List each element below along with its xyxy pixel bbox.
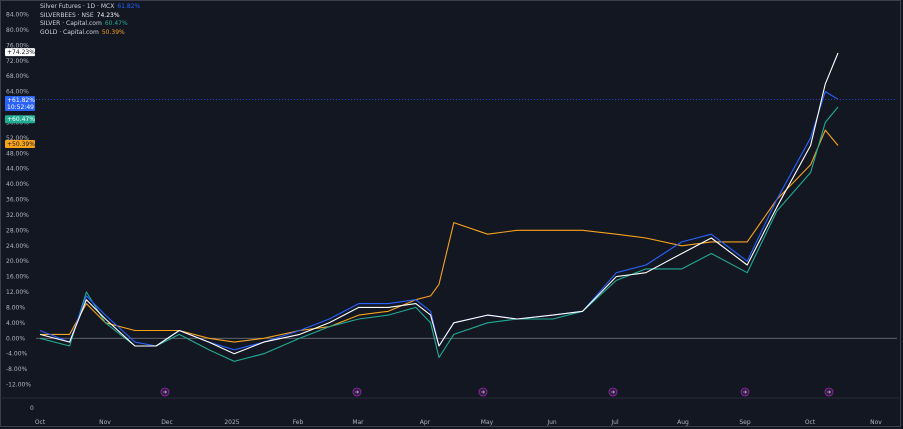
- series-line[interactable]: [40, 129, 839, 343]
- event-marker-arrow: [481, 390, 485, 394]
- series-line[interactable]: [39, 52, 839, 355]
- legend-series-name: Silver Futures · 1D · MCX: [40, 3, 115, 10]
- legend-series-value: 50.39%: [101, 28, 125, 36]
- price-tag-gold: [5, 140, 35, 149]
- y-tick-label: 8.00%: [6, 304, 25, 311]
- event-marker-arrow: [827, 390, 831, 394]
- legend-series-name: SILVER · Capital.com: [40, 20, 102, 27]
- price-tag-label: +61.82%: [7, 97, 35, 104]
- y-tick-label: -8.00%: [6, 366, 28, 373]
- y-tick-label: 4.00%: [6, 320, 25, 327]
- x-tick-label: Feb: [293, 419, 304, 426]
- y-tick-label: 28.00%: [6, 227, 29, 234]
- price-tags: +74.23% +61.82%10:52:49 +60.47% +50.39%: [5, 48, 35, 149]
- y-tick-label: 64.00%: [6, 89, 29, 96]
- x-tick-label: Sep: [739, 419, 751, 426]
- x-tick-label: Oct: [805, 419, 816, 426]
- y-tick-label: 36.00%: [6, 197, 29, 204]
- y-tick-label: 44.00%: [6, 166, 29, 173]
- series-line[interactable]: [39, 106, 839, 362]
- legend-item-gold-capital[interactable]: GOLD · Capital.com 50.39%: [40, 29, 140, 38]
- x-tick-label: Dec: [161, 419, 173, 426]
- y-tick-label: 0.00%: [6, 335, 25, 342]
- price-tag-silver_cap: [5, 115, 35, 124]
- x-tick-label: Jul: [610, 419, 619, 426]
- event-marker-arrow: [743, 390, 747, 394]
- y-tick-label: 40.00%: [6, 181, 29, 188]
- x-tick-label: Jun: [546, 419, 557, 426]
- event-marker-arrow: [355, 390, 359, 394]
- y-tick-label: 32.00%: [6, 212, 29, 219]
- y-tick-label: 72.00%: [6, 58, 29, 65]
- x-tick-label: Apr: [420, 419, 431, 426]
- y-tick-label: 48.00%: [6, 150, 29, 157]
- y-tick-label: -4.00%: [6, 351, 28, 358]
- x-tick-label: Nov: [99, 419, 111, 426]
- price-tag-mcx: [5, 95, 35, 111]
- event-marker-arrow: [163, 390, 167, 394]
- x-tick-label: 2025: [224, 419, 239, 426]
- y-tick-label: 20.00%: [6, 258, 29, 265]
- x-tick-label: May: [481, 419, 494, 426]
- legend-item-silverbees[interactable]: SILVERBEES · NSE 74.23%: [40, 12, 140, 21]
- legend-item-mcx[interactable]: Silver Futures · 1D · MCX 61.82%: [40, 3, 140, 12]
- x-tick-label: Nov: [870, 419, 882, 426]
- legend-series-value: 61.82%: [117, 3, 141, 10]
- x-axis[interactable]: Oct Nov Dec 2025 Feb Mar Apr May Jun Jul Aug Sep Oct…: [35, 419, 882, 426]
- legend-series-value: 60.47%: [104, 20, 128, 27]
- y-tick-label: 52.00%: [6, 135, 29, 142]
- y-tick-label: 84.00%: [6, 12, 29, 19]
- price-tag-silverbees: [5, 48, 35, 57]
- left-axis-zero-label: 0: [30, 405, 34, 412]
- y-tick-label: 24.00%: [6, 243, 29, 250]
- event-marker-arrow: [611, 390, 615, 394]
- y-tick-label: 12.00%: [6, 289, 29, 296]
- price-tag-countdown: 10:52:49: [7, 104, 34, 111]
- event-markers: [160, 387, 834, 397]
- legend-series-name: GOLD · Capital.com: [40, 28, 99, 36]
- legend-item-silver-capital[interactable]: SILVER · Capital.com 60.47%: [40, 20, 140, 29]
- y-tick-label: 16.00%: [6, 274, 29, 281]
- series-layer: [39, 52, 839, 362]
- legend-series-value: 74.23%: [96, 11, 120, 19]
- y-tick-label: -12.00%: [6, 382, 31, 389]
- price-tag-label: +74.23%: [7, 49, 35, 56]
- y-tick-label: 68.00%: [6, 73, 29, 80]
- y-tick-label: 80.00%: [6, 27, 29, 34]
- x-tick-label: Aug: [677, 419, 689, 426]
- y-tick-label: 76.00%: [6, 42, 29, 49]
- price-tag-label: +60.47%: [7, 116, 35, 123]
- x-tick-label: Mar: [352, 419, 364, 426]
- y-axis[interactable]: 84.00%80.00%76.00%72.00%68.00%64.00%60.0…: [6, 12, 31, 389]
- price-tag-label: +50.39%: [7, 141, 35, 148]
- series-line[interactable]: [39, 91, 839, 351]
- legend-series-name: SILVERBEES · NSE: [40, 11, 94, 19]
- legend: Silver Futures · 1D · MCX 61.82% SILVERBE…: [40, 3, 140, 37]
- x-tick-label: Oct: [35, 419, 46, 426]
